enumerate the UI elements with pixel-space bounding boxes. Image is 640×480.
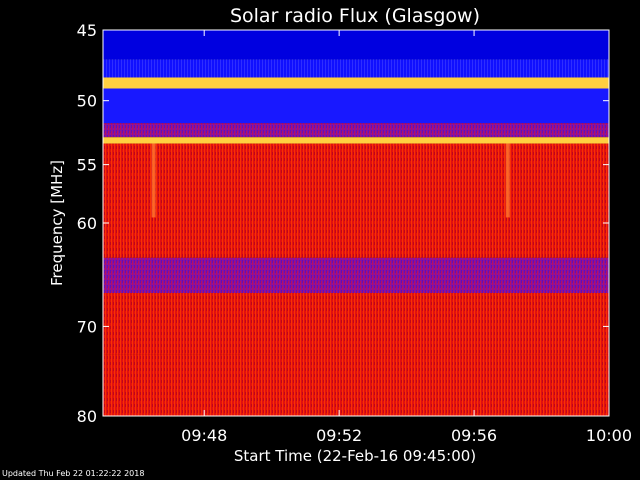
plot-area [102, 29, 610, 417]
spectrum-band [103, 88, 609, 124]
x-tick-label: 09:52 [316, 426, 362, 445]
y-axis-ticks: 45 50 55 60 70 80 [77, 21, 609, 426]
chart-title: Solar radio Flux (Glasgow) [230, 5, 480, 27]
y-tick-label: 50 [77, 92, 97, 111]
y-tick-label: 60 [77, 214, 97, 233]
x-tick-label: 10:00 [586, 426, 632, 445]
y-tick-label: 70 [77, 317, 97, 336]
x-tick-label: 09:56 [451, 426, 497, 445]
updated-timestamp: Updated Thu Feb 22 01:22:22 2018 [2, 469, 145, 478]
spectrum-band [103, 30, 609, 60]
spectrum-band [103, 143, 609, 258]
spectrum-band [103, 123, 609, 138]
spectrum-band [103, 137, 609, 144]
spectrum-band [103, 257, 609, 294]
spectrum-band [103, 77, 609, 89]
y-tick-label: 80 [77, 407, 97, 426]
spectrum-band [103, 354, 609, 416]
x-axis-label: Start Time (22-Feb-16 09:45:00) [234, 447, 476, 465]
burst-feature [151, 143, 156, 218]
y-axis-label: Frequency [MHz] [48, 160, 66, 286]
burst-feature [505, 143, 510, 218]
y-tick-label: 55 [77, 156, 97, 175]
spectrum-band [103, 59, 609, 78]
x-tick-label: 09:48 [181, 426, 227, 445]
y-tick-label: 45 [77, 21, 97, 40]
spectrum-band [103, 293, 609, 355]
x-axis-ticks: 09:48 09:52 09:56 10:00 [181, 30, 632, 445]
